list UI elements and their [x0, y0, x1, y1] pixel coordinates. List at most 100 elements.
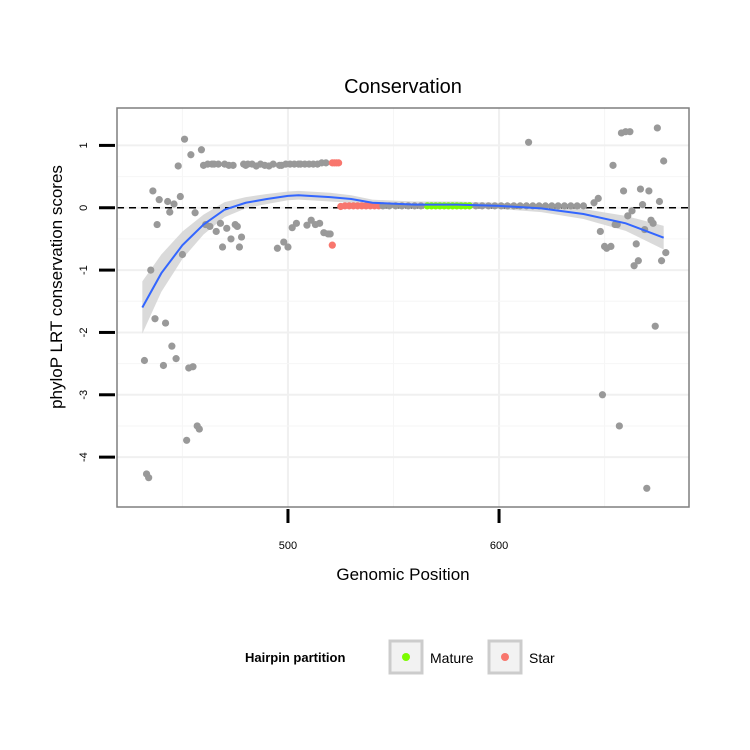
data-point-other	[237, 233, 246, 241]
legend-item-mature: Mature	[388, 639, 474, 675]
data-point-other	[615, 422, 623, 430]
data-point-other	[596, 227, 604, 236]
data-point-other	[579, 202, 588, 210]
data-point-other	[548, 202, 556, 210]
data-point-other	[322, 159, 330, 167]
data-point-other	[214, 160, 222, 168]
data-point-other	[223, 224, 231, 232]
data-point-other	[273, 244, 282, 252]
data-point-other	[151, 315, 159, 323]
data-point-other	[180, 135, 189, 143]
plot-background	[117, 108, 689, 507]
data-point-other	[191, 209, 199, 217]
data-point-other	[164, 197, 172, 206]
data-point-other	[524, 138, 533, 146]
data-point-other	[634, 257, 642, 265]
data-point-other	[195, 425, 203, 433]
data-point-other	[174, 162, 182, 170]
data-point-other	[630, 262, 638, 270]
y-tick-label: -4	[78, 452, 90, 462]
data-point-other	[218, 243, 227, 251]
data-point-other	[303, 221, 311, 229]
data-point-other	[638, 201, 647, 209]
x-tick-label: 600	[490, 540, 508, 552]
legend-item-star: Star	[487, 639, 555, 675]
data-point-other	[269, 160, 277, 168]
data-point-other	[649, 219, 657, 227]
data-point-other	[166, 208, 174, 216]
y-axis: 1 0 -1 -2 -3 -4	[78, 142, 115, 462]
data-point-other	[229, 161, 237, 169]
data-point-other	[653, 124, 661, 132]
data-point-other	[619, 187, 628, 195]
data-point-other	[609, 161, 617, 169]
data-point-other	[628, 207, 636, 215]
data-point-other	[662, 249, 670, 257]
data-point-other	[172, 355, 180, 363]
data-point-other	[140, 356, 149, 365]
data-point-other	[554, 202, 562, 210]
data-point-other	[624, 212, 632, 220]
data-point-other	[233, 222, 241, 231]
data-point-other	[183, 436, 191, 444]
data-point-other	[411, 202, 419, 210]
data-point-other	[161, 319, 170, 327]
data-point-other	[636, 185, 645, 193]
data-point-other	[197, 146, 206, 154]
data-point-other	[567, 202, 575, 210]
data-point-star	[335, 159, 343, 167]
y-axis-title: phyloP LRT conservation scores	[47, 165, 66, 409]
data-point-other	[153, 220, 161, 229]
smooth-curve	[141, 194, 665, 308]
data-point-other	[516, 202, 524, 210]
data-point-other	[594, 194, 602, 202]
data-point-other	[657, 257, 666, 265]
y-tick-label: -1	[78, 265, 90, 275]
data-point-other	[145, 474, 153, 482]
data-point-other	[178, 250, 187, 259]
data-point-other	[626, 128, 634, 136]
x-tick-label: 500	[279, 540, 297, 552]
data-point-other	[541, 202, 550, 210]
legend: Hairpin partition Mature Star	[245, 639, 555, 675]
x-axis: 500 600	[279, 509, 508, 552]
data-point-other	[159, 361, 168, 370]
smooth-line	[141, 194, 665, 308]
data-point-other	[216, 219, 225, 227]
data-point-other	[316, 219, 324, 227]
legend-label: Star	[529, 650, 555, 666]
data-point-star	[328, 241, 336, 249]
data-point-other	[227, 235, 235, 243]
data-point-other	[655, 197, 664, 206]
data-point-other	[189, 363, 197, 371]
x-axis-title: Genomic Position	[336, 565, 469, 584]
data-point-other	[168, 342, 176, 350]
plot-border	[116, 107, 690, 508]
chart-title: Conservation	[344, 76, 462, 98]
data-point-other	[284, 243, 292, 251]
data-point-other	[155, 196, 163, 204]
data-point-other	[147, 266, 155, 274]
legend-key	[388, 639, 424, 675]
data-point-other	[660, 157, 668, 165]
y-tick-label: 1	[78, 142, 90, 148]
data-point-other	[607, 242, 615, 251]
plot-panel	[116, 107, 690, 508]
data-point-other	[560, 202, 569, 210]
data-point-other	[235, 243, 244, 251]
data-point-other	[417, 202, 425, 210]
data-point-other	[149, 187, 157, 195]
grid-lines	[117, 108, 689, 507]
data-point-other	[573, 202, 581, 210]
data-point-other	[206, 222, 214, 231]
data-point-other	[598, 391, 607, 399]
data-point-other	[187, 151, 195, 159]
data-point-other	[645, 187, 653, 195]
data-point-other	[643, 484, 651, 492]
data-point-other	[280, 238, 288, 246]
y-tick-label: -2	[78, 328, 90, 338]
legend-label: Mature	[430, 650, 474, 666]
y-tick-label: 0	[78, 205, 90, 211]
data-point-other	[651, 322, 659, 330]
